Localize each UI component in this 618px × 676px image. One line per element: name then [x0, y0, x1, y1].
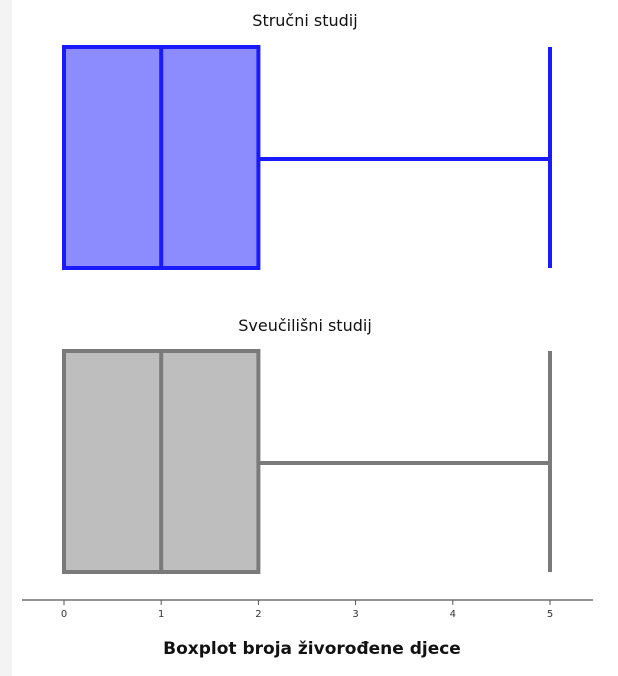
- x-tick-label: 5: [547, 609, 553, 620]
- boxplot-panel: Sveučilišni studij: [62, 316, 552, 574]
- left-margin-strip: [0, 0, 12, 676]
- x-axis-ticks: 0 1 2 3 4 5: [61, 600, 553, 620]
- boxplot-panels: Stručni studij Sveučilišni studij: [62, 11, 552, 574]
- x-tick-label: 2: [255, 609, 261, 620]
- x-axis: 0 1 2 3 4 5: [22, 599, 593, 620]
- x-tick-label: 3: [352, 609, 358, 620]
- x-tick-label: 4: [450, 609, 456, 620]
- x-axis-title: Boxplot broja živorođene djece: [163, 639, 461, 659]
- panel-title: Stručni studij: [252, 11, 357, 30]
- x-tick-label: 0: [61, 609, 67, 620]
- panel-title: Sveučilišni studij: [238, 316, 372, 335]
- boxplot-panel: Stručni studij: [62, 11, 552, 270]
- x-tick-label: 1: [158, 609, 164, 620]
